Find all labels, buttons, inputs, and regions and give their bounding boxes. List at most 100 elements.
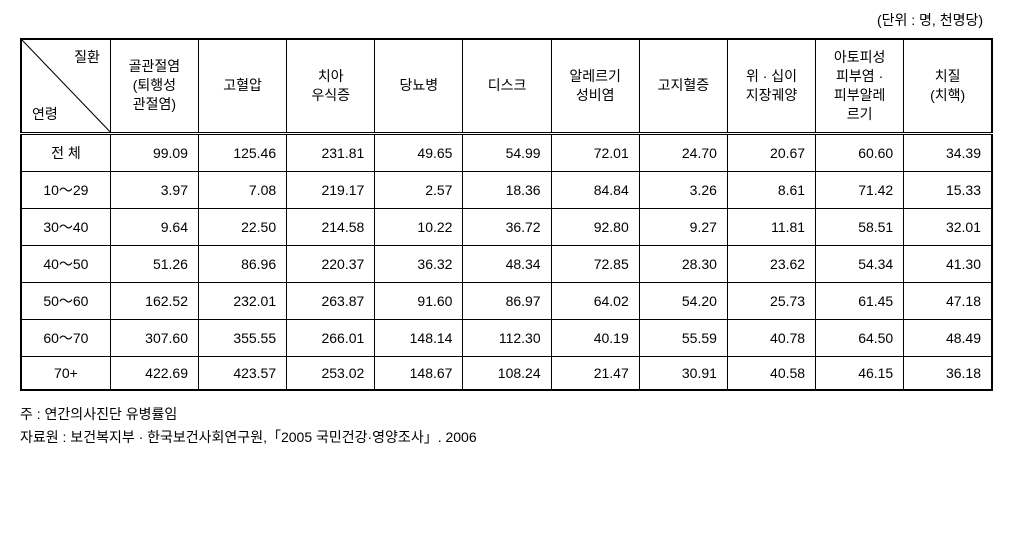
cell: 72.85 — [551, 245, 639, 282]
table-row: 70+ 422.69 423.57 253.02 148.67 108.24 2… — [21, 356, 992, 390]
cell: 23.62 — [727, 245, 815, 282]
cell: 355.55 — [198, 319, 286, 356]
cell: 231.81 — [287, 133, 375, 171]
cell: 22.50 — [198, 208, 286, 245]
cell: 148.67 — [375, 356, 463, 390]
col-header: 당뇨병 — [375, 39, 463, 133]
header-diag-bottom: 연령 — [32, 105, 58, 124]
cell: 54.20 — [639, 282, 727, 319]
header-diag-top: 질환 — [74, 48, 100, 67]
row-label: 50～60 — [21, 282, 110, 319]
table-row: 30～40 9.64 22.50 214.58 10.22 36.72 92.8… — [21, 208, 992, 245]
cell: 71.42 — [816, 171, 904, 208]
table-row: 10～29 3.97 7.08 219.17 2.57 18.36 84.84 … — [21, 171, 992, 208]
col-header: 디스크 — [463, 39, 551, 133]
cell: 86.96 — [198, 245, 286, 282]
footnote-note: 주 : 연간의사진단 유병률임 — [20, 403, 993, 427]
col-header: 아토피성피부염 ·피부알레르기 — [816, 39, 904, 133]
table-body: 전 체 99.09 125.46 231.81 49.65 54.99 72.0… — [21, 133, 992, 390]
col-header: 위 · 십이지장궤양 — [727, 39, 815, 133]
cell: 92.80 — [551, 208, 639, 245]
row-label: 전 체 — [21, 133, 110, 171]
footnote-source: 자료원 : 보건복지부 · 한국보건사회연구원,「2005 국민건강·영양조사」… — [20, 426, 993, 450]
col-header: 골관절염(퇴행성관절염) — [110, 39, 198, 133]
cell: 7.08 — [198, 171, 286, 208]
row-label: 10～29 — [21, 171, 110, 208]
cell: 40.78 — [727, 319, 815, 356]
cell: 60.60 — [816, 133, 904, 171]
cell: 91.60 — [375, 282, 463, 319]
cell: 9.27 — [639, 208, 727, 245]
cell: 84.84 — [551, 171, 639, 208]
cell: 48.49 — [904, 319, 992, 356]
cell: 3.97 — [110, 171, 198, 208]
cell: 266.01 — [287, 319, 375, 356]
cell: 55.59 — [639, 319, 727, 356]
cell: 41.30 — [904, 245, 992, 282]
table-row: 60～70 307.60 355.55 266.01 148.14 112.30… — [21, 319, 992, 356]
cell: 214.58 — [287, 208, 375, 245]
cell: 219.17 — [287, 171, 375, 208]
cell: 253.02 — [287, 356, 375, 390]
cell: 46.15 — [816, 356, 904, 390]
row-label: 70+ — [21, 356, 110, 390]
unit-label: (단위 : 명, 천명당) — [20, 10, 993, 30]
cell: 108.24 — [463, 356, 551, 390]
cell: 20.67 — [727, 133, 815, 171]
cell: 307.60 — [110, 319, 198, 356]
cell: 11.81 — [727, 208, 815, 245]
table-header-row: 질환 연령 골관절염(퇴행성관절염) 고혈압 치아우식증 당뇨병 디스크 알레르… — [21, 39, 992, 133]
cell: 21.47 — [551, 356, 639, 390]
cell: 18.36 — [463, 171, 551, 208]
row-label: 60～70 — [21, 319, 110, 356]
cell: 64.50 — [816, 319, 904, 356]
footnotes: 주 : 연간의사진단 유병률임 자료원 : 보건복지부 · 한국보건사회연구원,… — [20, 403, 993, 451]
cell: 423.57 — [198, 356, 286, 390]
col-header: 알레르기성비염 — [551, 39, 639, 133]
row-label: 30～40 — [21, 208, 110, 245]
cell: 36.18 — [904, 356, 992, 390]
cell: 3.26 — [639, 171, 727, 208]
cell: 54.99 — [463, 133, 551, 171]
cell: 8.61 — [727, 171, 815, 208]
cell: 32.01 — [904, 208, 992, 245]
disease-by-age-table: 질환 연령 골관절염(퇴행성관절염) 고혈압 치아우식증 당뇨병 디스크 알레르… — [20, 38, 993, 391]
cell: 125.46 — [198, 133, 286, 171]
cell: 148.14 — [375, 319, 463, 356]
cell: 232.01 — [198, 282, 286, 319]
table-row: 50～60 162.52 232.01 263.87 91.60 86.97 6… — [21, 282, 992, 319]
cell: 86.97 — [463, 282, 551, 319]
cell: 15.33 — [904, 171, 992, 208]
cell: 49.65 — [375, 133, 463, 171]
cell: 48.34 — [463, 245, 551, 282]
cell: 54.34 — [816, 245, 904, 282]
cell: 422.69 — [110, 356, 198, 390]
cell: 40.58 — [727, 356, 815, 390]
cell: 58.51 — [816, 208, 904, 245]
cell: 99.09 — [110, 133, 198, 171]
cell: 30.91 — [639, 356, 727, 390]
cell: 34.39 — [904, 133, 992, 171]
cell: 162.52 — [110, 282, 198, 319]
diagonal-header-cell: 질환 연령 — [21, 39, 110, 133]
cell: 40.19 — [551, 319, 639, 356]
cell: 25.73 — [727, 282, 815, 319]
cell: 112.30 — [463, 319, 551, 356]
col-header: 치아우식증 — [287, 39, 375, 133]
cell: 47.18 — [904, 282, 992, 319]
cell: 64.02 — [551, 282, 639, 319]
col-header: 고지혈증 — [639, 39, 727, 133]
row-label: 40～50 — [21, 245, 110, 282]
cell: 220.37 — [287, 245, 375, 282]
cell: 51.26 — [110, 245, 198, 282]
cell: 36.72 — [463, 208, 551, 245]
col-header: 고혈압 — [198, 39, 286, 133]
cell: 36.32 — [375, 245, 463, 282]
cell: 2.57 — [375, 171, 463, 208]
cell: 72.01 — [551, 133, 639, 171]
col-header: 치질(치핵) — [904, 39, 992, 133]
cell: 263.87 — [287, 282, 375, 319]
cell: 61.45 — [816, 282, 904, 319]
table-row: 40～50 51.26 86.96 220.37 36.32 48.34 72.… — [21, 245, 992, 282]
cell: 9.64 — [110, 208, 198, 245]
